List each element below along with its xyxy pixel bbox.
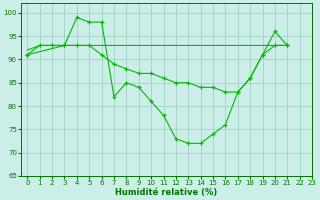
X-axis label: Humidité relative (%): Humidité relative (%): [116, 188, 218, 197]
